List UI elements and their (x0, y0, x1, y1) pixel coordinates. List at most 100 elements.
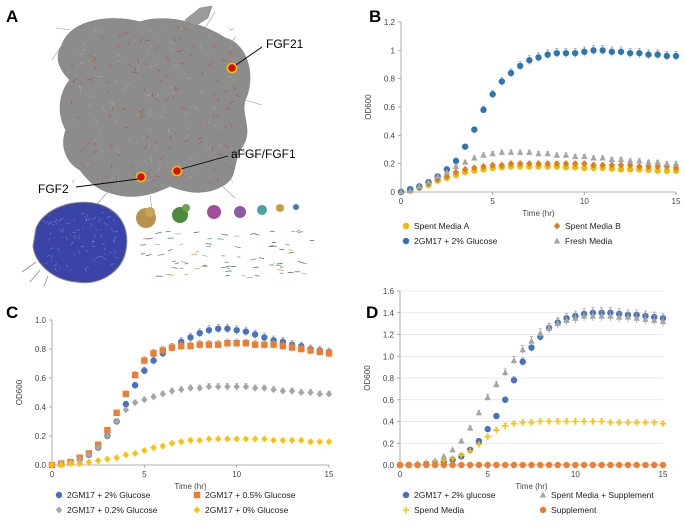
blue-edge (48, 221, 52, 226)
panel-label-b: B (369, 7, 381, 26)
data-point (423, 461, 430, 469)
network-edge (213, 45, 218, 49)
blue-edge (106, 215, 111, 218)
blue-edge (97, 255, 102, 258)
network-edge (213, 123, 218, 127)
data-point (288, 436, 296, 444)
y-tick-label: 0.6 (35, 374, 47, 383)
data-point (654, 51, 661, 58)
fgf21-marker (226, 62, 238, 74)
network-edge (93, 56, 97, 62)
network-edge (109, 64, 111, 68)
network-fragment (270, 245, 277, 247)
network-fragment (279, 248, 285, 251)
network-edge (143, 133, 149, 138)
y-tick-label: 0.4 (383, 418, 395, 427)
data-point (663, 162, 671, 171)
network-fragment (221, 233, 229, 236)
blue-edge (113, 236, 118, 240)
network-edge (165, 54, 169, 58)
legend-label: 2GM17 + 2% Glucose (67, 490, 151, 500)
network-edge (166, 58, 170, 63)
data-point (131, 399, 139, 407)
network-edge (164, 97, 169, 103)
network-edge (144, 39, 150, 41)
data-point (48, 461, 56, 469)
network-edge (148, 113, 154, 117)
network-edge (183, 72, 187, 75)
data-point (205, 341, 213, 348)
network-edge (231, 151, 236, 155)
network-fragment (184, 273, 189, 276)
network-edge (190, 105, 193, 108)
data-point (405, 461, 412, 469)
data-point (452, 168, 460, 176)
network-edge (128, 139, 130, 143)
x-tick-label: 15 (325, 470, 334, 479)
network-edge (155, 147, 157, 151)
network-edge (224, 145, 229, 148)
fgf1-label: aFGF/FGF1 (231, 147, 296, 161)
data-point (484, 461, 491, 469)
series-3 (48, 383, 333, 469)
network-edge (76, 116, 80, 120)
network-fragment (146, 237, 154, 240)
data-point (471, 154, 478, 161)
blue-edge (114, 230, 119, 233)
x-tick-label: 5 (142, 470, 147, 479)
network-edge (147, 94, 150, 98)
data-point (633, 314, 640, 321)
network-edge (209, 145, 212, 148)
network-edge (75, 80, 78, 83)
network-fragment (226, 267, 231, 270)
legend-marker (402, 237, 410, 245)
data-point (624, 313, 632, 320)
data-point (242, 328, 250, 335)
network-edge (81, 48, 86, 51)
data-point (615, 313, 623, 320)
blue-edge (113, 240, 115, 244)
data-point (489, 91, 496, 98)
network-diagram: FGF21 aFGF/FGF1 FGF2 (21, 5, 315, 287)
data-point (519, 358, 526, 365)
data-point (516, 62, 524, 70)
data-point (537, 329, 544, 336)
data-point (589, 418, 597, 425)
data-point (608, 165, 616, 172)
data-point (85, 458, 93, 466)
data-point (224, 325, 231, 332)
y-tick-label: 0.8 (35, 345, 47, 354)
network-edge (115, 80, 118, 84)
network-edge (78, 83, 81, 89)
network-fragment (179, 243, 184, 246)
blue-edge (50, 223, 55, 226)
network-edge (221, 58, 227, 63)
legend-entry: Spent Media A (402, 221, 470, 231)
network-edge (92, 150, 97, 154)
data-point (251, 331, 259, 338)
blue-edge (113, 218, 115, 222)
data-point (443, 168, 451, 175)
network-edge (79, 81, 83, 85)
data-point (615, 419, 623, 426)
network-edge (215, 79, 219, 83)
network-edge (111, 107, 113, 111)
network-fragment (252, 266, 259, 269)
data-point (131, 382, 139, 389)
data-point (537, 461, 544, 469)
data-point (580, 418, 588, 425)
network-edge (80, 162, 85, 168)
data-point (489, 161, 496, 169)
network-fragment (270, 263, 276, 266)
network-edge (104, 175, 107, 179)
data-point (196, 341, 203, 348)
network-edge (99, 153, 101, 155)
data-point (562, 164, 570, 171)
data-point (553, 160, 561, 168)
network-edge (173, 131, 178, 135)
network-edge (154, 97, 159, 101)
data-point (545, 461, 553, 469)
network-edge (86, 78, 91, 81)
network-edge (184, 28, 189, 31)
data-point (651, 419, 658, 426)
